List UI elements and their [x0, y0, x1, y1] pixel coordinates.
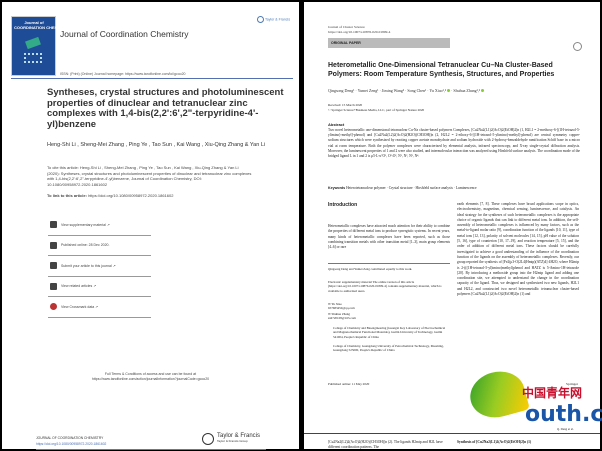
right-document-page: Journal of Cluster Science https://doi.or… [304, 2, 600, 449]
molecule-image [25, 36, 41, 50]
journal-cover-image: Journal of COORDINATION CHEMISTRY [11, 16, 70, 76]
contact-name: Yu Xiao [331, 302, 342, 306]
publisher-logo: Taylor & Francis [257, 16, 290, 23]
keywords-label: Keywords [328, 186, 346, 190]
ginkgo-leaf-icon [465, 365, 530, 424]
keywords-text: Heterotetranuclear polymer · Crystal str… [345, 186, 477, 190]
cover-title: COORDINATION CHEMISTRY [14, 24, 70, 30]
watermark-logo: 中国青年网 outh.cn [465, 365, 602, 450]
action-related[interactable]: View related articles ↗ [48, 277, 151, 297]
affiliation-1: College of Chemistry and Bioengineering … [333, 326, 446, 339]
action-submit[interactable]: Submit your article to this journal ↗ [48, 256, 151, 277]
supplementary-icon [50, 221, 57, 229]
doi-link[interactable]: https://doi.org/10.1007/s10876-020-01809… [328, 30, 391, 34]
contact-1: ✉ Yu Xiao 657683450@qq.com [328, 302, 355, 311]
watermark-en: outh.cn [525, 402, 602, 427]
article-actions: View supplementary material ↗ Published … [48, 215, 151, 318]
logo-text: Taylor & Francis [217, 433, 261, 439]
section-banner: ORIGINAL PAPER [328, 38, 450, 48]
terms-notice: Full Terms & Conditions of access and us… [2, 372, 299, 382]
related-articles-icon [50, 282, 57, 290]
cover-pre: Journal of [24, 20, 44, 25]
contact-email[interactable]: 657683450@qq.com [328, 306, 355, 311]
calendar-icon [50, 241, 57, 249]
divider [36, 449, 266, 450]
published-online: Published online: 11 May 2020 [328, 382, 370, 386]
title-line: Heterometallic One-Dimensional Tetranucl… [328, 62, 553, 69]
publisher-logo-text: Taylor & Francis [265, 17, 291, 22]
footnote-equal: Qingsong Deng and Yumei Zeng contributed… [328, 267, 413, 271]
issn-line[interactable]: ISSN: (Print) (Online) Journal homepage:… [60, 72, 186, 76]
footnote-divider [328, 263, 450, 264]
affiliation-2: College of Chemistry, Guangdong Universi… [333, 344, 444, 353]
introduction-heading: Introduction [328, 202, 358, 208]
terms-line: Full Terms & Conditions of access and us… [104, 372, 197, 376]
taylor-francis-logo-icon [202, 433, 214, 445]
citation: To cite this article: Heng-Shi Li , Shen… [47, 165, 252, 187]
orcid-icon[interactable] [481, 89, 484, 92]
footer-publisher-logo: Taylor & Francis Taylor & Francis Group [202, 433, 261, 445]
journal-header: Journal of Cluster Science https://doi.or… [328, 25, 390, 35]
action-label: View related articles ↗ [61, 284, 97, 289]
next-page-section-heading: Synthesis of [Cu2Na2(L1)2(AcO)2(EtOH)2]n… [457, 440, 532, 444]
received-date: Received: 15 March 2020 [328, 103, 363, 107]
left-document-page: Journal of COORDINATION CHEMISTRY Journal… [2, 2, 299, 450]
article-title: Heterometallic One-Dimensional Tetranucl… [328, 61, 554, 79]
check-for-updates-icon[interactable] [573, 42, 582, 51]
intro-left-column: Heterometallic complexes have attracted … [328, 224, 450, 250]
journal-name: Journal of Cluster Science [328, 25, 365, 29]
action-crossmark[interactable]: View Crossmark data ↗ [48, 297, 151, 318]
springer-logo: Springer [566, 382, 579, 386]
authors-text: · Shuhua Zhang¹,² [450, 88, 480, 93]
footer-doi[interactable]: https://doi.org/10.1080/00958972.2020.18… [36, 442, 107, 446]
authors: Heng-Shi Li , Sheng-Mei Zhang , Ping Ye … [47, 142, 266, 148]
crossmark-icon [50, 303, 57, 311]
next-page-left-text: [Cu2Na2(L2)2(AcO)2(H2O)(CH3OH)]n (2). Th… [328, 440, 443, 450]
article-link: To link to this article: https://doi.org… [47, 193, 173, 198]
dates: Received: 15 March 2020 © Springer Scienc… [328, 103, 424, 112]
footer-journal: JOURNAL OF COORDINATION CHEMISTRY [36, 436, 104, 440]
action-label: View Crossmark data ↗ [61, 304, 99, 309]
action-label: View supplementary material ↗ [61, 222, 110, 227]
molecule-image [24, 53, 42, 63]
logo-subtext: Taylor & Francis Group [217, 439, 248, 443]
taylor-francis-logo-icon [257, 16, 264, 23]
divider [11, 78, 293, 79]
abstract-heading: Abstract [328, 122, 345, 127]
action-label: Published online: 28 Dec 2020. [61, 243, 110, 248]
footnote-esm: Electronic supplementary material The on… [328, 280, 442, 293]
watermark-cn: 中国青年网 [522, 386, 583, 400]
title-line: Polymers: Room Temperature Synthesis, St… [328, 71, 555, 78]
edit-icon [50, 262, 57, 270]
journal-title: Journal of Coordination Chemistry [60, 29, 189, 39]
action-label: Submit your article to this journal ↗ [61, 263, 116, 268]
authors-text: Qingsong Deng¹ · Yumei Zeng¹ · Jiming Wa… [328, 88, 447, 93]
action-supplementary[interactable]: View supplementary material ↗ [48, 215, 151, 236]
contact-name: Shuhua Zhang [331, 312, 350, 316]
page-separator [304, 433, 600, 434]
terms-link[interactable]: https://www.tandfonline.com/action/journ… [91, 377, 210, 381]
copyright: © Springer Science+Business Media, LLC, … [328, 107, 425, 112]
authors: Qingsong Deng¹ · Yumei Zeng¹ · Jiming Wa… [328, 88, 484, 93]
intro-right-column: earth elements [7, 8]. These complexes h… [457, 202, 579, 297]
abstract-text: Two novel heterometallic one-dimensional… [328, 128, 580, 159]
article-title: Syntheses, crystal structures and photol… [47, 87, 284, 130]
contact-email[interactable]: zsh720108@163.com [328, 316, 356, 321]
running-head: Q. Deng et al. [557, 427, 574, 431]
orcid-icon[interactable] [447, 89, 451, 92]
article-doi-link[interactable]: https://doi.org/10.1080/00958972.2020.18… [88, 193, 174, 198]
keywords: Keywords Heterotetranuclear polymer · Cr… [328, 186, 477, 190]
link-label: To link to this article: [47, 193, 87, 198]
action-published: Published online: 28 Dec 2020. [48, 236, 151, 256]
contact-2: ✉ Shuhua Zhang zsh720108@163.com [328, 312, 356, 321]
